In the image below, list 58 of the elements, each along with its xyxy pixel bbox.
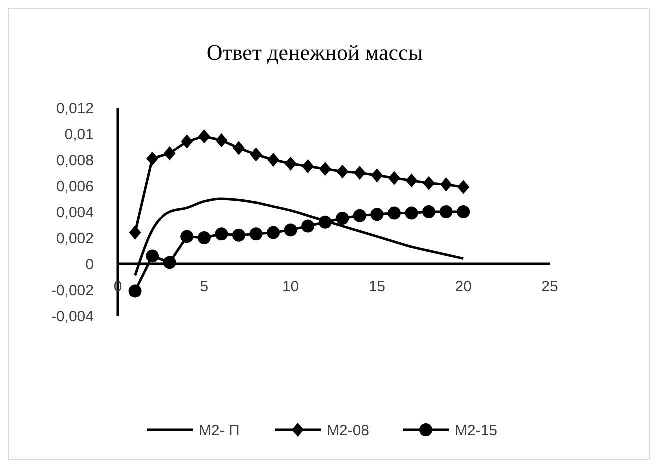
y-tick-label: 0,004 <box>56 204 94 222</box>
point <box>422 206 436 218</box>
point <box>198 130 210 144</box>
legend-label: M2-08 <box>327 422 370 440</box>
point <box>302 220 315 233</box>
point <box>423 176 436 190</box>
y-tick-label: 0,008 <box>56 152 94 170</box>
point <box>267 226 280 240</box>
chart-title: Ответ денежной массы <box>206 40 424 65</box>
point <box>284 224 298 237</box>
y-tick-label: 0,002 <box>56 230 94 248</box>
y-tick-label: 0,006 <box>56 178 94 196</box>
x-tick-label: 15 <box>368 278 386 296</box>
legend-label: M2- П <box>199 422 240 440</box>
point <box>181 134 194 149</box>
point <box>353 209 366 222</box>
point <box>250 228 263 241</box>
point <box>371 168 384 183</box>
y-tick-label: -0,002 <box>51 282 94 300</box>
x-tick-label: 20 <box>455 278 472 296</box>
point <box>440 178 452 192</box>
point <box>163 256 176 270</box>
y-tick-label: 0,01 <box>64 126 94 144</box>
y-tick-label: -0,004 <box>51 308 94 326</box>
point <box>406 174 418 188</box>
y-tick-label: 0,012 <box>56 100 94 118</box>
point <box>319 162 332 176</box>
point <box>370 208 384 222</box>
point <box>440 206 453 218</box>
x-tick-label: 10 <box>282 278 300 296</box>
point <box>457 206 470 218</box>
x-tick-label: 25 <box>542 278 558 296</box>
point <box>284 156 297 171</box>
point <box>180 230 194 244</box>
point <box>216 134 228 148</box>
point <box>268 153 280 167</box>
x-tick-label: 5 <box>200 278 209 296</box>
point <box>318 216 332 229</box>
point <box>198 232 211 244</box>
point <box>336 212 350 225</box>
point <box>232 228 246 242</box>
point <box>128 284 142 298</box>
point <box>232 141 245 156</box>
point <box>405 206 418 220</box>
y-tick-label: 0 <box>86 256 94 274</box>
point <box>146 250 160 263</box>
point <box>129 226 142 240</box>
point <box>215 228 228 241</box>
point <box>146 152 159 166</box>
point <box>388 206 401 220</box>
point <box>164 146 176 160</box>
point <box>302 160 314 174</box>
legend-label: M2-15 <box>455 422 498 440</box>
point <box>458 180 470 194</box>
point <box>388 171 400 186</box>
point <box>336 164 349 179</box>
point <box>250 148 262 162</box>
point <box>354 166 366 180</box>
